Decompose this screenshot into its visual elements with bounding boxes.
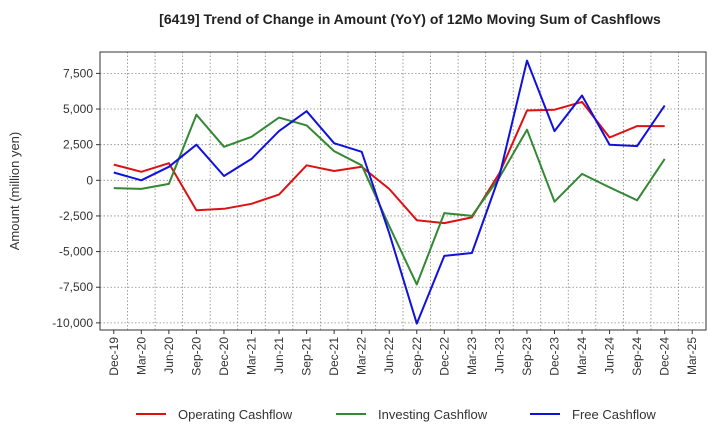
x-tick-label: Mar-24 xyxy=(575,337,589,375)
y-tick-label: 2,500 xyxy=(63,138,93,152)
x-tick-label: Jun-23 xyxy=(492,337,506,374)
x-tick-label: Dec-22 xyxy=(437,337,451,376)
x-tick-label: Dec-20 xyxy=(217,337,231,376)
x-tick-label: Dec-24 xyxy=(658,337,672,376)
chart-title: [6419] Trend of Change in Amount (YoY) o… xyxy=(159,11,661,27)
series-line-investing-cashflow xyxy=(113,113,666,286)
x-tick-label: Jun-21 xyxy=(272,337,286,374)
y-tick-label: -10,000 xyxy=(52,316,93,330)
y-tick-label: 5,000 xyxy=(63,102,93,116)
x-tick-label: Mar-23 xyxy=(465,337,479,375)
x-tick-label: Dec-21 xyxy=(327,337,341,376)
legend-label-operating-cashflow: Operating Cashflow xyxy=(178,407,293,422)
x-tick-label: Sep-23 xyxy=(520,337,534,376)
x-tick-label: Sep-22 xyxy=(410,337,424,376)
legend-label-investing-cashflow: Investing Cashflow xyxy=(378,407,488,422)
series-line-free-cashflow xyxy=(113,59,666,325)
x-tick-label: Sep-21 xyxy=(300,337,314,376)
y-tick-label: -2,500 xyxy=(59,209,93,223)
x-tick-label: Jun-24 xyxy=(603,337,617,374)
x-tick-label: Jun-22 xyxy=(382,337,396,374)
x-tick-label: Dec-23 xyxy=(548,337,562,376)
y-tick-label: 7,500 xyxy=(63,66,93,80)
y-tick-label: 0 xyxy=(86,173,93,187)
x-tick-label: Dec-19 xyxy=(107,337,121,376)
axis-frame xyxy=(99,51,707,331)
x-tick-label: Mar-21 xyxy=(245,337,259,375)
x-tick-label: Mar-25 xyxy=(685,337,699,375)
plot-area: 7,500 5,000 2,500 0 -2,500 -5,000 -7,500 -10,00… xyxy=(52,51,707,376)
x-tick-label: Sep-24 xyxy=(630,337,644,376)
series-line-operating-cashflow xyxy=(113,100,665,225)
x-tick-label: Mar-20 xyxy=(134,337,148,375)
y-tick-label: -5,000 xyxy=(59,245,93,259)
x-tick-label: Jun-20 xyxy=(162,337,176,374)
x-tick-label: Sep-20 xyxy=(189,337,203,376)
legend: Operating Cashflow Investing Cashflow Free… xyxy=(136,407,656,422)
legend-label-free-cashflow: Free Cashflow xyxy=(572,407,656,422)
y-tick-label: -7,500 xyxy=(59,280,93,294)
x-tick-label: Mar-22 xyxy=(355,337,369,375)
y-axis-label: Amount (million yen) xyxy=(7,132,22,251)
